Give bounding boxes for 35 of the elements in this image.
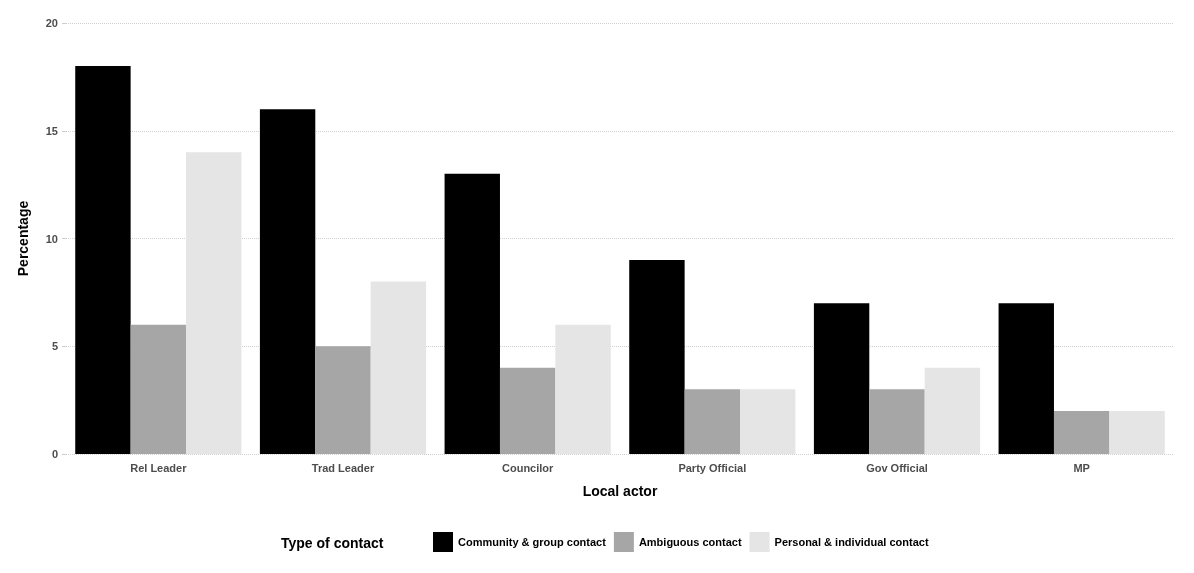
bar bbox=[499, 367, 556, 454]
bar bbox=[259, 109, 316, 454]
x-tick-label: MP bbox=[1073, 461, 1090, 474]
legend-label: Ambiguous contact bbox=[638, 536, 742, 548]
x-axis-title: Local actor bbox=[582, 483, 658, 499]
y-tick-label: 5 bbox=[51, 340, 58, 353]
bar bbox=[555, 324, 611, 454]
x-tick-label: Party Official bbox=[678, 461, 747, 474]
bar bbox=[740, 389, 796, 454]
y-tick-label: 0 bbox=[51, 448, 58, 460]
bar bbox=[315, 346, 371, 454]
y-tick-label: 10 bbox=[45, 232, 58, 245]
bar bbox=[1109, 410, 1165, 454]
x-tick-label: Rel Leader bbox=[130, 461, 188, 474]
x-tick-label: Councilor bbox=[501, 461, 555, 474]
bar bbox=[370, 281, 427, 454]
bar bbox=[629, 260, 685, 454]
bar bbox=[684, 389, 741, 454]
legend-title: Type of contact bbox=[281, 535, 384, 551]
bar bbox=[1053, 410, 1110, 454]
y-tick-label: 20 bbox=[45, 17, 58, 29]
bar bbox=[924, 367, 981, 454]
legend-label: Community & group contact bbox=[458, 536, 607, 548]
y-tick-label: 15 bbox=[45, 124, 58, 137]
bar bbox=[869, 389, 925, 454]
bar bbox=[813, 303, 870, 454]
bar bbox=[444, 173, 500, 454]
x-tick-label: Trad Leader bbox=[311, 461, 375, 474]
bar bbox=[186, 152, 242, 454]
y-axis-title: Percentage bbox=[15, 200, 31, 277]
bar bbox=[998, 303, 1054, 454]
x-tick-label: Gov Official bbox=[866, 461, 928, 474]
bar bbox=[75, 66, 131, 454]
legend-label: Personal & individual contact bbox=[774, 536, 929, 548]
bar bbox=[130, 324, 187, 454]
